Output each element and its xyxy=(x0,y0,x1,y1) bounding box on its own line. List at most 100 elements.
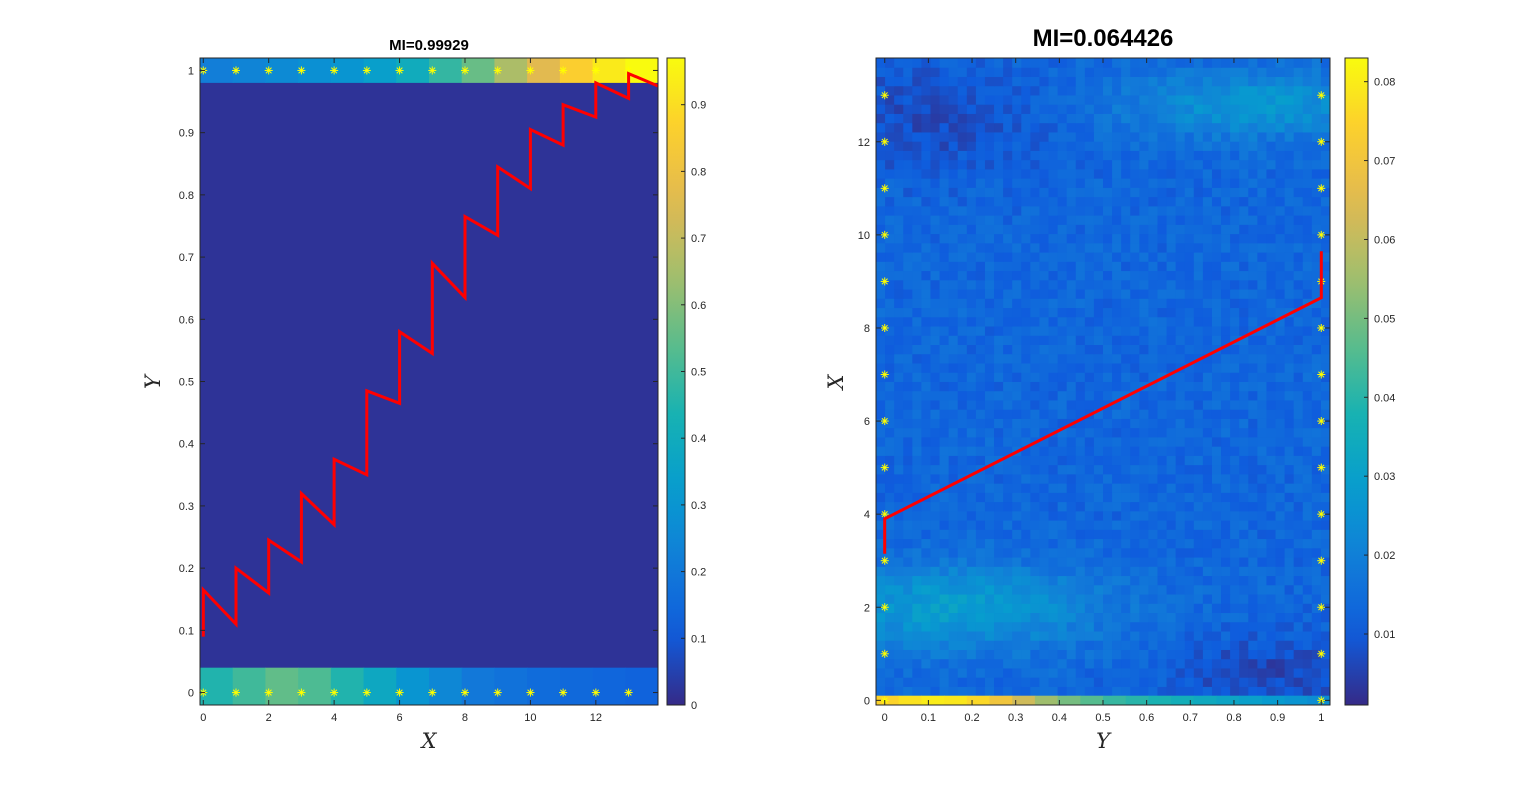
heatmap-cell xyxy=(948,196,959,207)
left-marker xyxy=(880,323,889,332)
heatmap-cell xyxy=(1311,603,1322,614)
heatmap-cell xyxy=(876,353,886,364)
heatmap-cell xyxy=(912,612,922,623)
heatmap-cell xyxy=(885,557,895,567)
heatmap-cell xyxy=(912,94,922,105)
heatmap-cell xyxy=(1230,261,1240,272)
heatmap-cell xyxy=(894,196,904,207)
heatmap-cell xyxy=(1103,362,1113,373)
heatmap-cell xyxy=(1302,224,1313,235)
heatmap-cell xyxy=(894,94,904,105)
heatmap-cell xyxy=(1057,649,1068,660)
heatmap-cell xyxy=(1302,594,1313,604)
heatmap-cell xyxy=(948,131,959,142)
heatmap-cell xyxy=(1012,279,1022,290)
heatmap-cell xyxy=(1121,436,1131,447)
heatmap-cell xyxy=(1093,224,1104,235)
heatmap-cell xyxy=(1284,409,1295,419)
heatmap-cell xyxy=(1284,67,1295,77)
heatmap-cell xyxy=(1075,436,1086,447)
heatmap-cell xyxy=(1121,667,1131,678)
heatmap-cell xyxy=(1157,520,1168,530)
heatmap-cell xyxy=(1266,196,1277,207)
x-tick-label: 0.9 xyxy=(1270,712,1285,724)
heatmap-cell xyxy=(1021,58,1031,68)
heatmap-cell xyxy=(1139,418,1149,429)
heatmap-cell xyxy=(1012,667,1022,678)
heatmap-cell xyxy=(1066,492,1077,503)
heatmap-cell xyxy=(1039,584,1050,595)
heatmap-cell xyxy=(948,381,959,392)
heatmap-cell xyxy=(1093,215,1104,225)
heatmap-cell xyxy=(1320,492,1330,503)
heatmap-cell xyxy=(948,547,959,558)
heatmap-cell xyxy=(1093,483,1104,493)
heatmap-cell xyxy=(948,233,959,244)
heatmap-cell xyxy=(1257,159,1267,170)
heatmap-cell xyxy=(1293,501,1304,512)
heatmap-cell xyxy=(939,261,950,272)
heatmap-cell xyxy=(984,677,995,687)
heatmap-cell xyxy=(994,58,1004,68)
heatmap-cell xyxy=(921,178,931,188)
heatmap-cell xyxy=(994,612,1004,623)
heatmap-cell xyxy=(1130,67,1140,77)
heatmap-cell xyxy=(948,603,959,614)
heatmap-cell xyxy=(1057,178,1068,188)
heatmap-cell xyxy=(1093,381,1104,392)
heatmap-cell xyxy=(1075,233,1086,244)
heatmap-cell xyxy=(1320,76,1330,87)
heatmap-cell xyxy=(1030,233,1040,244)
heatmap-cell xyxy=(1148,344,1158,355)
heatmap-cell xyxy=(1230,113,1240,124)
heatmap-cell xyxy=(1057,667,1068,678)
heatmap-cell xyxy=(921,566,931,577)
heatmap-cell xyxy=(1320,538,1330,549)
heatmap-cell xyxy=(1202,141,1213,151)
heatmap-cell xyxy=(1275,399,1286,410)
heatmap-cell xyxy=(1211,381,1222,392)
heatmap-cell xyxy=(894,529,904,540)
bottom-band-cell xyxy=(989,695,1013,705)
heatmap-cell xyxy=(994,473,1004,484)
heatmap-cell xyxy=(984,649,995,660)
heatmap-cell xyxy=(1166,215,1177,225)
heatmap-cell xyxy=(1302,270,1313,281)
heatmap-cell xyxy=(984,409,995,419)
heatmap-cell xyxy=(1084,141,1095,151)
heatmap-cell xyxy=(966,399,977,410)
heatmap-cell xyxy=(1157,529,1168,540)
heatmap-cell xyxy=(957,612,968,623)
heatmap-cell xyxy=(885,205,895,216)
heatmap-cell xyxy=(1175,252,1186,262)
heatmap-cell xyxy=(1103,298,1113,309)
heatmap-cell xyxy=(1103,686,1113,697)
heatmap-cell xyxy=(1275,630,1286,641)
heatmap-cell xyxy=(1230,326,1240,336)
heatmap-cell xyxy=(1166,168,1177,179)
heatmap-cell xyxy=(1175,233,1186,244)
heatmap-cell xyxy=(1048,612,1059,623)
heatmap-cell xyxy=(903,372,913,382)
bottom-band-cell xyxy=(298,667,332,705)
heatmap-cell xyxy=(1048,289,1059,299)
heatmap-cell xyxy=(1284,159,1295,170)
heatmap-cell xyxy=(1248,141,1258,151)
heatmap-cell xyxy=(912,270,922,281)
heatmap-cell xyxy=(885,492,895,503)
heatmap-cell xyxy=(966,492,977,503)
heatmap-cell xyxy=(1112,483,1122,493)
heatmap-cell xyxy=(912,677,922,687)
heatmap-cell xyxy=(1221,279,1231,290)
heatmap-cell xyxy=(1093,409,1104,419)
heatmap-cell xyxy=(1021,566,1031,577)
heatmap-cell xyxy=(885,279,895,290)
heatmap-cell xyxy=(1148,547,1158,558)
heatmap-cell xyxy=(1121,168,1131,179)
heatmap-cell xyxy=(1193,547,1204,558)
heatmap-cell xyxy=(1311,215,1322,225)
heatmap-cell xyxy=(1048,94,1059,105)
bottom-band-cell xyxy=(559,667,594,705)
heatmap-cell xyxy=(1175,205,1186,216)
heatmap-cell xyxy=(1284,316,1295,327)
